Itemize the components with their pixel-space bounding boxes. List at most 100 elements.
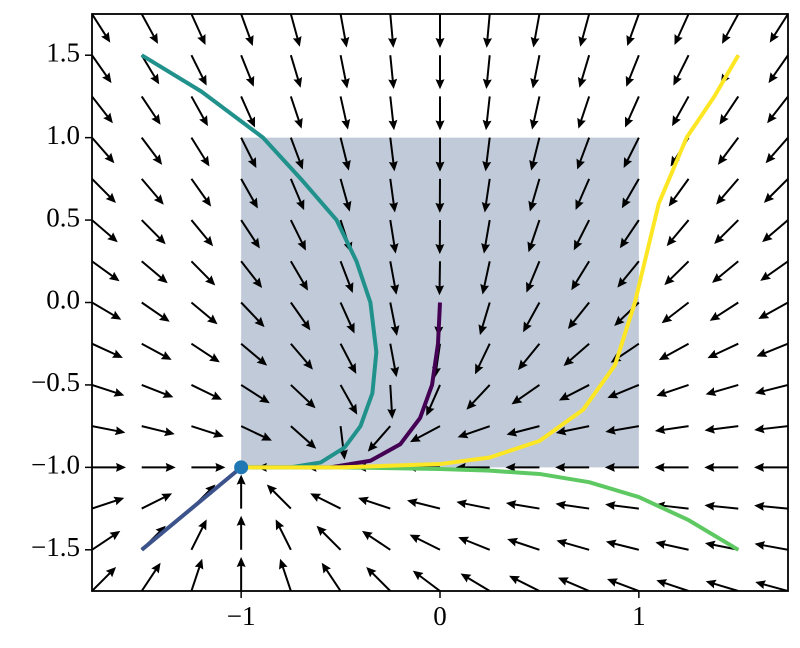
- arrow: [92, 462, 126, 472]
- arrow: [310, 493, 342, 510]
- arrow: [289, 14, 302, 47]
- arrow: [769, 14, 788, 43]
- arrow: [389, 302, 400, 336]
- arrow: [435, 261, 445, 296]
- arrow: [563, 342, 590, 367]
- arrow: [339, 343, 357, 374]
- arrow: [754, 462, 788, 472]
- arrow: [482, 137, 492, 172]
- x-tick-label: 0: [433, 601, 447, 631]
- arrow: [339, 55, 350, 89]
- arrow: [141, 342, 172, 360]
- arrow: [141, 383, 174, 398]
- arrow: [92, 54, 112, 84]
- arrow: [289, 96, 303, 129]
- arrow: [289, 54, 303, 88]
- arrow: [389, 178, 399, 213]
- arrow: [339, 384, 358, 415]
- arrow: [656, 579, 689, 591]
- arrow: [316, 525, 342, 551]
- arrow: [605, 539, 640, 551]
- arrow: [240, 260, 263, 289]
- arrow: [140, 137, 163, 165]
- arrow: [190, 14, 206, 45]
- y-tick-label: −1.5: [31, 532, 80, 562]
- arrow: [604, 462, 639, 472]
- arrow: [92, 566, 117, 591]
- y-tick-label: 0.5: [46, 202, 80, 232]
- arrow: [481, 219, 491, 254]
- arrow: [278, 558, 292, 591]
- arrow: [529, 137, 541, 171]
- arrow: [190, 260, 216, 286]
- arrow: [558, 384, 590, 401]
- arrow: [240, 96, 256, 128]
- arrow: [339, 302, 355, 334]
- arrow: [240, 14, 254, 46]
- arrow: [523, 302, 541, 333]
- arrow: [555, 425, 590, 436]
- arrow: [673, 54, 690, 86]
- plot-area: [92, 14, 788, 591]
- arrow: [705, 383, 739, 396]
- arrow: [567, 301, 590, 330]
- arrow: [672, 95, 690, 127]
- x-tick-label: −1: [227, 601, 256, 631]
- arrow: [387, 384, 397, 419]
- arrow: [275, 519, 292, 551]
- arrow: [190, 178, 212, 207]
- arrow: [717, 137, 740, 165]
- arrow: [555, 462, 590, 472]
- arrow: [289, 219, 306, 251]
- arrow: [707, 342, 739, 359]
- arrow: [674, 14, 690, 45]
- arrow: [530, 14, 541, 48]
- arrow: [388, 55, 398, 90]
- arrow: [475, 343, 491, 375]
- arrow: [722, 14, 740, 44]
- arrow: [767, 95, 788, 124]
- arrow: [92, 301, 122, 320]
- arrow: [758, 301, 788, 320]
- arrow: [506, 425, 540, 437]
- trajectory: [140, 53, 379, 470]
- arrow: [555, 500, 590, 510]
- arrow: [666, 219, 690, 247]
- arrow: [623, 137, 640, 169]
- y-tick-label: −1.0: [31, 450, 80, 480]
- arrow: [621, 178, 640, 209]
- arrow: [755, 383, 788, 396]
- arrow: [92, 219, 118, 243]
- arrow: [435, 14, 445, 48]
- arrow: [668, 178, 690, 207]
- arrow: [482, 55, 492, 90]
- arrow: [141, 493, 173, 510]
- arrow: [240, 219, 260, 249]
- arrow: [505, 462, 540, 472]
- arrow: [290, 343, 313, 370]
- arrow: [763, 178, 788, 203]
- arrow: [480, 261, 491, 295]
- arrow: [505, 500, 540, 510]
- arrow: [140, 562, 161, 591]
- arrow: [625, 54, 640, 87]
- arrow: [661, 301, 690, 324]
- arrow: [507, 537, 540, 551]
- arrow: [240, 54, 255, 87]
- arrow: [339, 178, 352, 212]
- arrow: [92, 530, 121, 551]
- arrow: [655, 540, 689, 551]
- arrow: [190, 219, 214, 247]
- arrow: [460, 573, 491, 591]
- arrow: [716, 178, 740, 205]
- arrow: [714, 219, 739, 245]
- arrow: [290, 301, 311, 331]
- arrow: [482, 96, 492, 131]
- arrow: [712, 260, 739, 283]
- trajectory: [241, 54, 741, 470]
- arrow: [704, 540, 739, 551]
- arrow: [339, 137, 351, 171]
- arrow: [92, 136, 115, 164]
- arrow: [709, 301, 739, 321]
- arrow: [435, 55, 445, 90]
